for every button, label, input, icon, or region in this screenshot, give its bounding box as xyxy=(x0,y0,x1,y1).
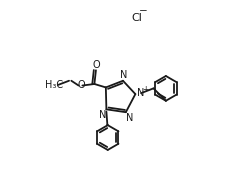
Text: O: O xyxy=(93,60,100,70)
Text: O: O xyxy=(78,80,85,90)
Text: N: N xyxy=(126,113,133,122)
Text: N: N xyxy=(137,88,145,98)
Text: H₃C: H₃C xyxy=(45,80,64,90)
Text: N: N xyxy=(120,70,127,80)
Text: +: + xyxy=(142,85,149,94)
Text: N: N xyxy=(99,110,107,120)
Text: −: − xyxy=(139,6,148,16)
Text: Cl: Cl xyxy=(132,13,142,23)
